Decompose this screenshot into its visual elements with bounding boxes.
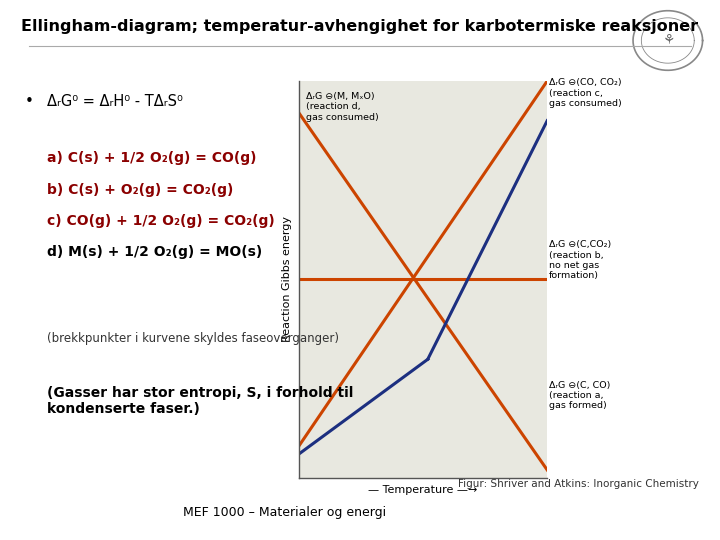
Text: Figur: Shriver and Atkins: Inorganic Chemistry: Figur: Shriver and Atkins: Inorganic Che… <box>457 478 698 489</box>
Text: b) C(s) + O₂(g) = CO₂(g): b) C(s) + O₂(g) = CO₂(g) <box>47 183 233 197</box>
Text: ΔᵣG ⊖(C,CO₂)
(reaction b,
no net gas
formation): ΔᵣG ⊖(C,CO₂) (reaction b, no net gas for… <box>549 240 611 280</box>
Text: •: • <box>25 94 34 110</box>
Y-axis label: Reaction Gibbs energy: Reaction Gibbs energy <box>282 217 292 342</box>
Text: Ellingham-diagram; temperatur-avhengighet for karbotermiske reaksjoner: Ellingham-diagram; temperatur-avhengighe… <box>22 19 698 34</box>
Text: ΔᵣG ⊖(CO, CO₂)
(reaction c,
gas consumed): ΔᵣG ⊖(CO, CO₂) (reaction c, gas consumed… <box>549 78 621 108</box>
Text: MEF 1000 – Materialer og energi: MEF 1000 – Materialer og energi <box>183 507 386 519</box>
Text: c) CO(g) + 1/2 O₂(g) = CO₂(g): c) CO(g) + 1/2 O₂(g) = CO₂(g) <box>47 214 274 228</box>
X-axis label: — Temperature —→: — Temperature —→ <box>369 485 477 495</box>
Text: ΔᵣG ⊖(M, MₓO)
(reaction d,
gas consumed): ΔᵣG ⊖(M, MₓO) (reaction d, gas consumed) <box>306 92 379 122</box>
Text: (Gasser har stor entropi, S, i forhold til
kondenserte faser.): (Gasser har stor entropi, S, i forhold t… <box>47 386 354 416</box>
Text: ΔᵣG⁰ = ΔᵣH⁰ - TΔᵣS⁰: ΔᵣG⁰ = ΔᵣH⁰ - TΔᵣS⁰ <box>47 94 183 110</box>
Text: ⚘: ⚘ <box>662 33 674 48</box>
Text: a) C(s) + 1/2 O₂(g) = CO(g): a) C(s) + 1/2 O₂(g) = CO(g) <box>47 151 256 165</box>
Text: (brekkpunkter i kurvene skyldes faseoverganger): (brekkpunkter i kurvene skyldes faseover… <box>47 332 339 345</box>
Text: ΔᵣG ⊖(C, CO)
(reaction a,
gas formed): ΔᵣG ⊖(C, CO) (reaction a, gas formed) <box>549 381 610 410</box>
Text: d) M(s) + 1/2 O₂(g) = MO(s): d) M(s) + 1/2 O₂(g) = MO(s) <box>47 245 262 259</box>
